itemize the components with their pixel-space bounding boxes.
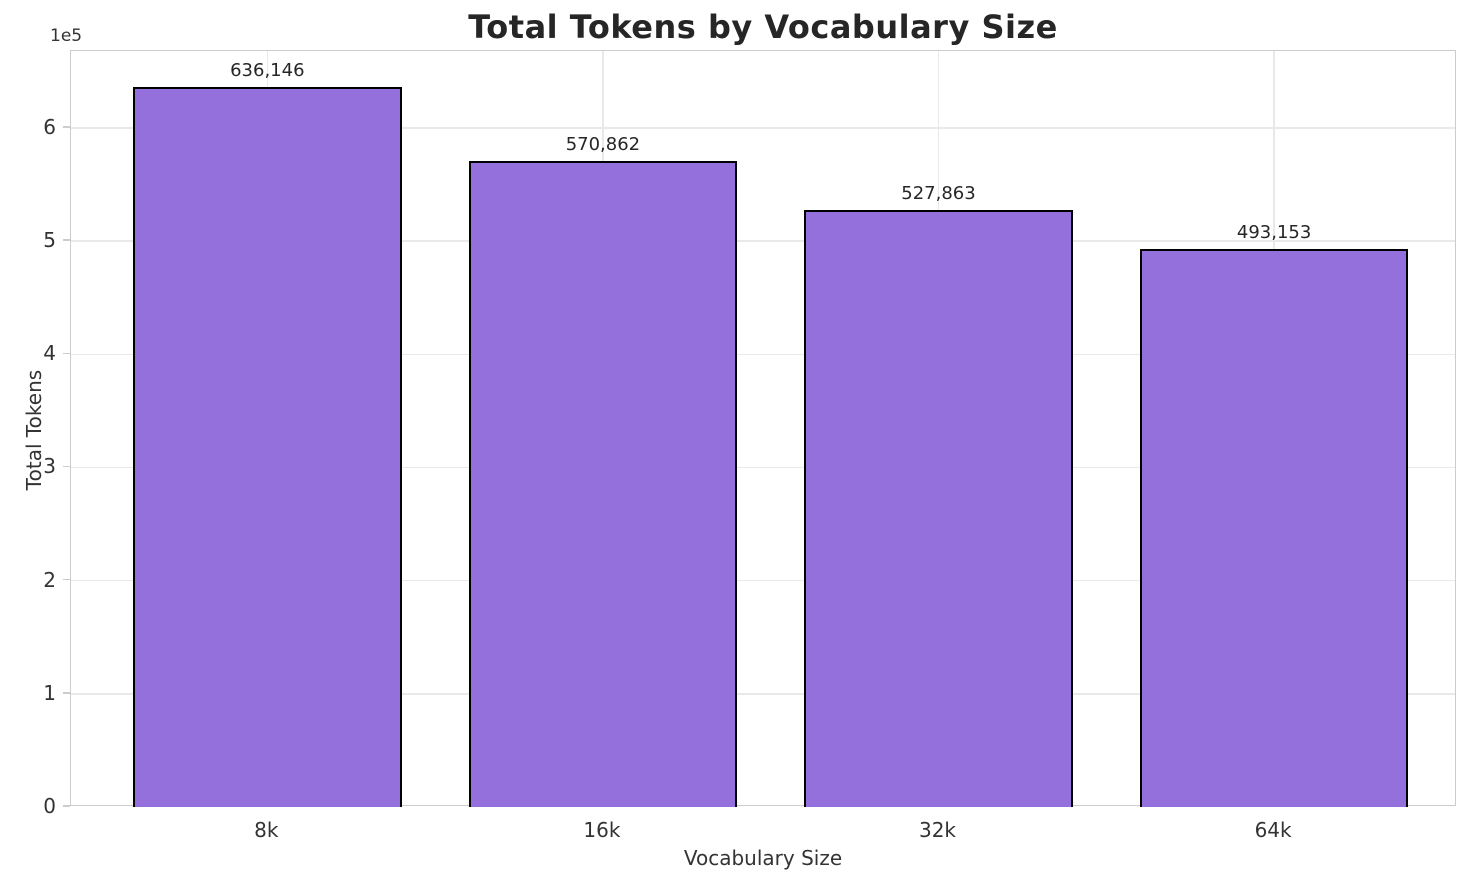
bar-value-label: 570,862 [565,133,641,155]
y-tick-label: 4 [43,341,56,366]
y-tick-label: 3 [43,454,56,479]
h-gridline [71,693,1455,695]
y-tick-mark [63,239,70,241]
x-axis-label: Vocabulary Size [683,846,843,870]
y-tick-label: 5 [43,228,56,253]
bar-16k [468,160,738,807]
x-tick-label: 8k [254,818,279,842]
h-gridline [71,127,1455,129]
h-gridline [71,353,1455,356]
x-tick-label: 16k [583,818,621,842]
y-tick-mark [63,805,70,807]
h-gridline [71,466,1455,469]
bar-32k [804,209,1073,807]
y-tick-mark [63,578,70,581]
x-tick-label: 32k [918,818,957,842]
plot-area: 636,146 570,862 527,863 493,153 [70,50,1456,807]
h-gridline [71,240,1455,242]
y-tick-mark [63,692,70,694]
chart-title: Total Tokens by Vocabulary Size [468,8,1058,46]
bar-64k [1139,248,1409,807]
bar-value-label: 493,153 [1236,221,1312,243]
h-gridline [71,579,1455,582]
y-tick-label: 2 [43,567,56,592]
bar-value-label: 527,863 [901,182,976,204]
y-tick-label: 1 [43,680,56,705]
y-tick-label: 0 [43,794,56,818]
y-tick-label: 6 [43,114,56,139]
y-tick-mark [63,352,70,355]
y-tick-mark [63,126,70,128]
x-tick-label: 64k [1254,818,1292,842]
bar-value-label: 636,146 [230,60,305,82]
y-axis-offset-text: 1e5 [50,26,83,46]
y-tick-mark [63,465,70,468]
bar-8k [133,87,402,807]
y-axis-label: Total Tokens [22,369,46,491]
